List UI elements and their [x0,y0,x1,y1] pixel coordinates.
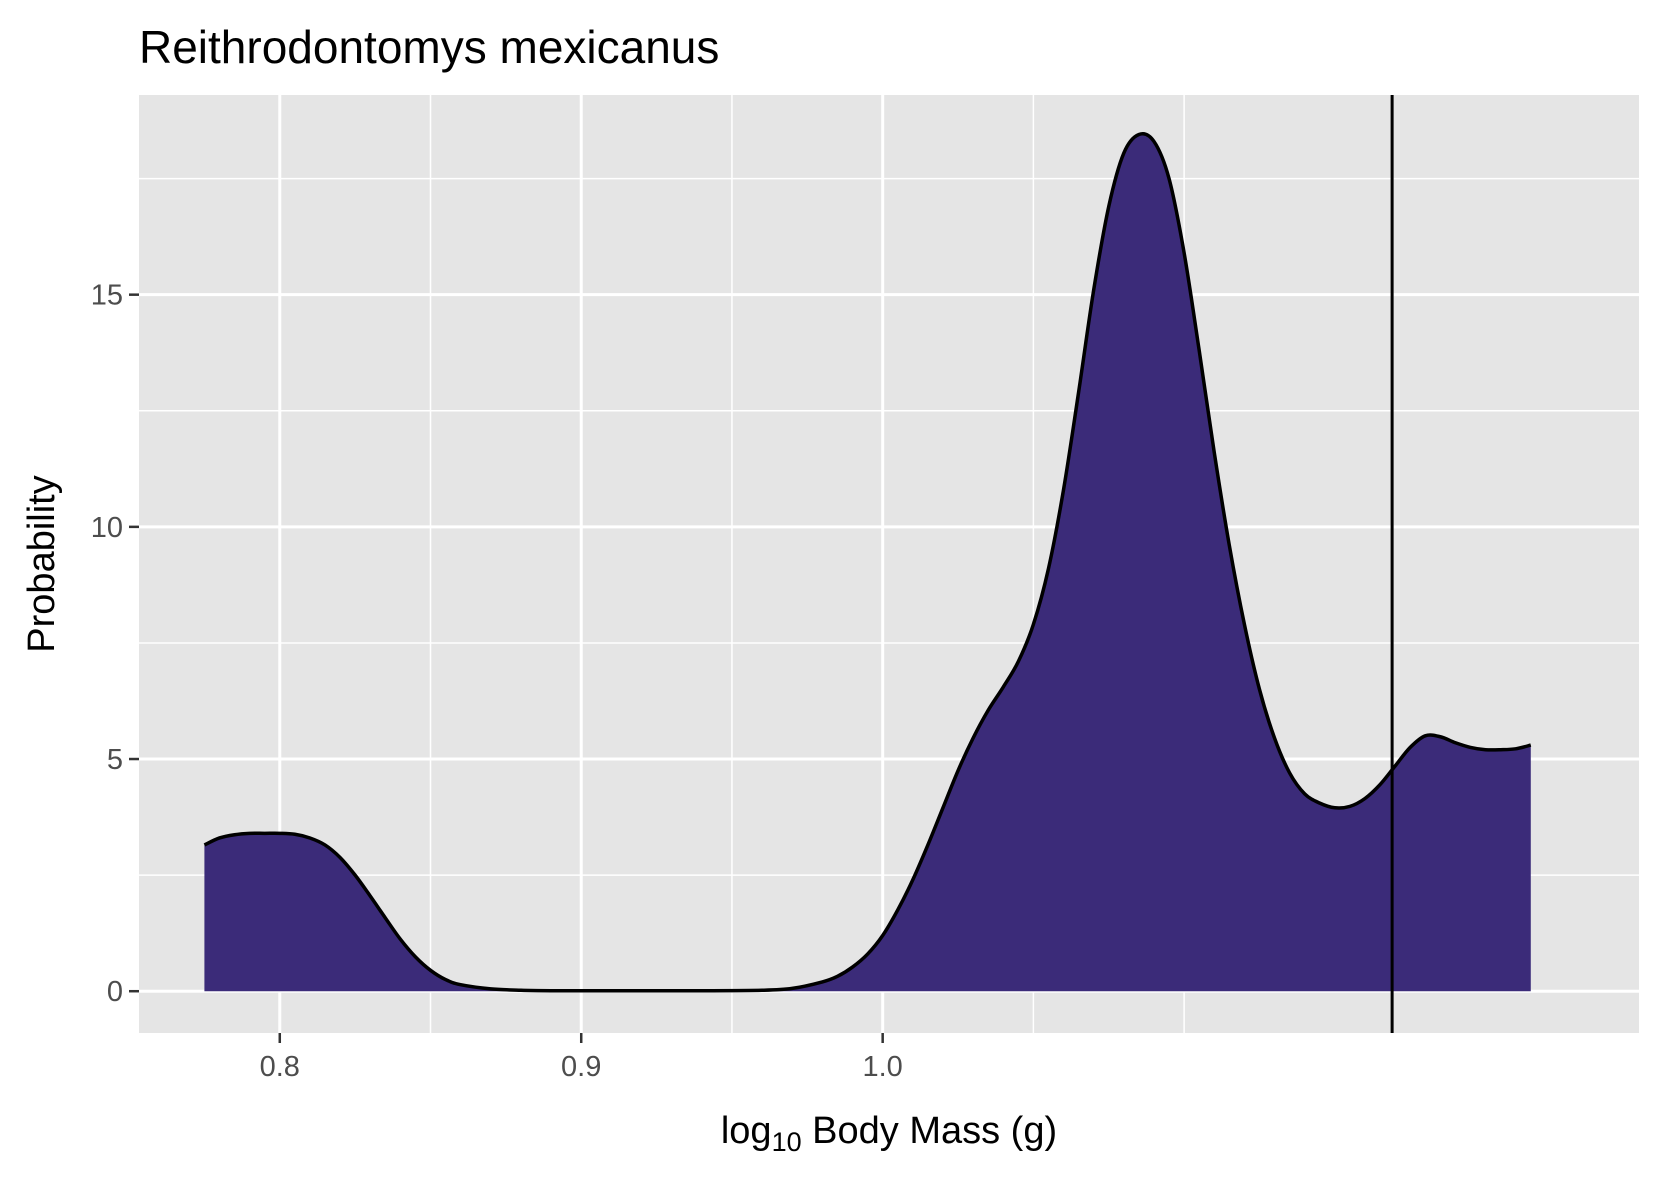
y-tick-label: 15 [91,280,123,312]
x-tick-label: 0.9 [561,1051,601,1083]
density-curve [203,131,1532,993]
x-axis-title-prefix: log [721,1110,772,1152]
chart-title: Reithrodontomys mexicanus [139,21,719,73]
x-tick-label: 1.0 [863,1051,903,1083]
x-axis-title: log10 Body Mass (g) [721,1110,1057,1157]
x-tick-label: 0.8 [260,1051,300,1083]
y-axis-title: Probability [21,475,63,652]
y-tick-label: 10 [91,512,123,544]
density-area [204,133,1531,992]
y-axis: 0 5 10 15 [91,280,139,1008]
x-axis-title-suffix: Body Mass (g) [802,1110,1058,1152]
y-tick-label: 5 [107,744,123,776]
x-axis: 0.8 0.9 1.0 [260,1033,903,1083]
x-axis-title-subscript: 10 [772,1127,802,1157]
y-tick-label: 0 [107,976,123,1008]
